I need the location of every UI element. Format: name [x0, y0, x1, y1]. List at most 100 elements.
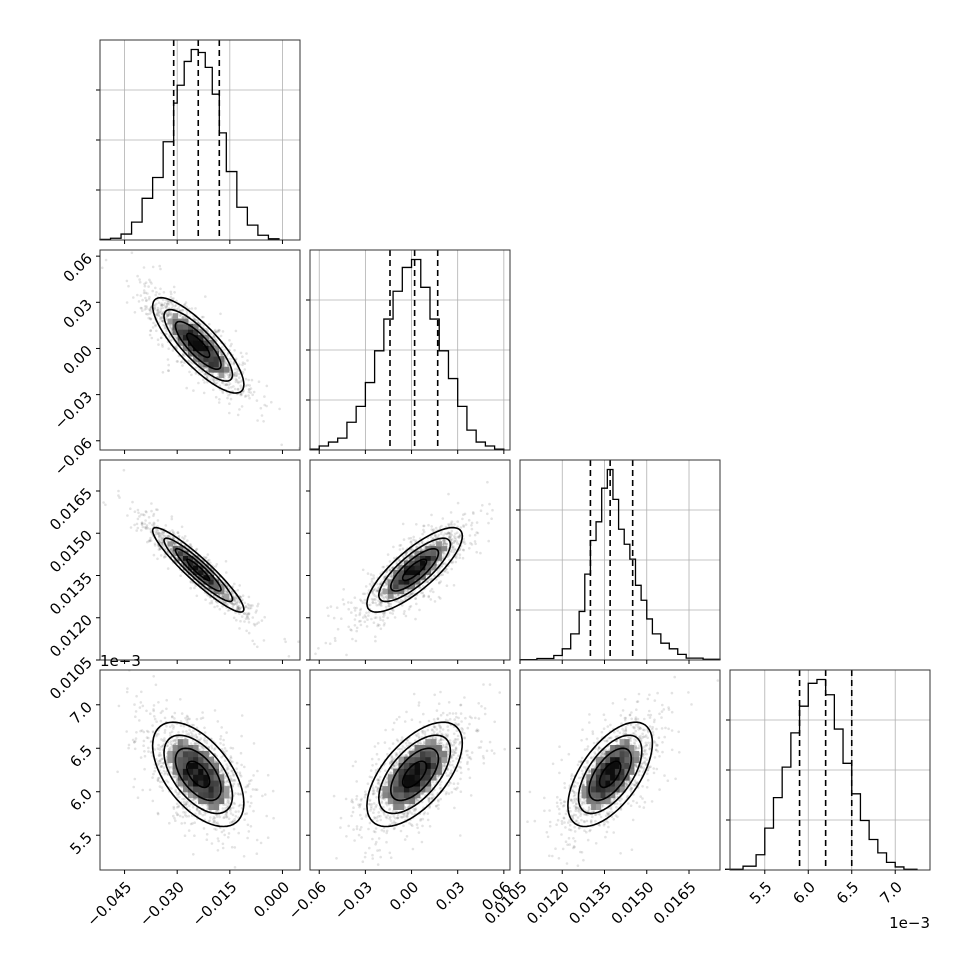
sample-point: [213, 328, 217, 332]
sample-point: [149, 329, 153, 332]
sample-point: [221, 595, 225, 599]
sample-point: [353, 609, 357, 612]
sample-point: [241, 355, 244, 359]
sample-point: [166, 299, 170, 303]
sample-point: [160, 319, 164, 323]
sample-point: [462, 525, 466, 528]
sample-point: [449, 522, 453, 525]
sample-point: [415, 602, 418, 606]
sample-point: [394, 595, 398, 598]
sample-point: [349, 628, 352, 631]
sample-point: [205, 556, 208, 559]
sample-point: [149, 280, 152, 284]
sample-point: [139, 294, 143, 297]
sample-point: [327, 614, 330, 618]
sample-point: [227, 364, 230, 368]
sample-point: [227, 352, 230, 355]
sample-point: [91, 475, 94, 478]
sample-point: [143, 282, 146, 286]
sample-point: [145, 510, 148, 514]
sample-point: [152, 553, 156, 557]
sample-point: [434, 535, 438, 538]
sample-point: [168, 312, 171, 316]
sample-point: [463, 512, 467, 516]
sample-point: [176, 531, 180, 534]
sample-point: [195, 594, 199, 598]
density-cell: [409, 565, 416, 571]
density-cell: [425, 560, 432, 566]
hist-panel-3: [725, 669, 931, 874]
density-cell: [193, 329, 199, 336]
sample-point: [239, 606, 242, 610]
sample-point: [157, 760, 160, 763]
density-cell: [193, 340, 199, 346]
sample-point: [234, 380, 238, 384]
sample-point: [256, 769, 259, 773]
sample-point: [226, 373, 230, 377]
sample-point: [247, 394, 250, 397]
sample-point: [153, 522, 156, 525]
sample-point: [225, 383, 229, 386]
sample-point: [233, 818, 236, 821]
sample-point: [468, 534, 472, 537]
density-cell: [188, 569, 194, 576]
sample-point: [391, 566, 394, 570]
sample-point: [183, 303, 186, 307]
sample-point: [241, 594, 245, 597]
sample-point: [246, 606, 250, 610]
sample-point: [213, 759, 217, 763]
sample-point: [235, 600, 238, 603]
sample-point: [159, 315, 162, 319]
sample-point: [157, 532, 160, 536]
sample-point: [172, 285, 176, 289]
sample-point: [172, 807, 176, 810]
sample-point: [164, 771, 167, 774]
sample-point: [167, 347, 170, 351]
sample-point: [442, 539, 446, 542]
sample-point: [101, 266, 104, 270]
sample-point: [161, 319, 164, 323]
sample-point: [212, 335, 215, 338]
sample-point: [428, 578, 431, 582]
sample-point: [138, 278, 141, 281]
sample-point: [473, 533, 477, 537]
sample-point: [205, 368, 209, 372]
sample-point: [380, 594, 383, 598]
density-cell: [188, 565, 194, 571]
sample-point: [239, 619, 242, 623]
sample-point: [156, 308, 160, 312]
sample-point: [379, 618, 382, 621]
sample-point: [181, 364, 184, 367]
sample-point: [363, 620, 367, 624]
sample-point: [160, 738, 163, 741]
sample-point: [340, 617, 343, 620]
sample-point: [280, 443, 284, 447]
sample-point: [192, 389, 195, 392]
sample-point: [278, 407, 281, 411]
sample-point: [341, 598, 345, 601]
sample-point: [160, 316, 164, 320]
sample-point: [245, 352, 248, 355]
sample-point: [361, 616, 365, 619]
sample-point: [146, 540, 149, 544]
sample-point: [172, 541, 176, 545]
sample-point: [247, 612, 250, 616]
sample-point: [433, 542, 437, 546]
sample-point: [157, 343, 160, 346]
sample-point: [163, 302, 167, 305]
density-cell: [188, 555, 194, 561]
contour-0: [185, 332, 211, 359]
sample-point: [159, 780, 162, 784]
sample-point: [438, 567, 441, 570]
sample-point: [216, 329, 219, 333]
sample-point: [367, 614, 370, 617]
sample-point: [171, 724, 174, 727]
sample-point: [171, 536, 175, 539]
sample-point: [226, 804, 230, 808]
sample-point: [221, 595, 224, 598]
sample-point: [377, 603, 381, 607]
sample-point: [156, 528, 159, 532]
sample-point: [138, 280, 142, 284]
density-cell: [393, 574, 399, 580]
sample-point: [391, 608, 394, 612]
